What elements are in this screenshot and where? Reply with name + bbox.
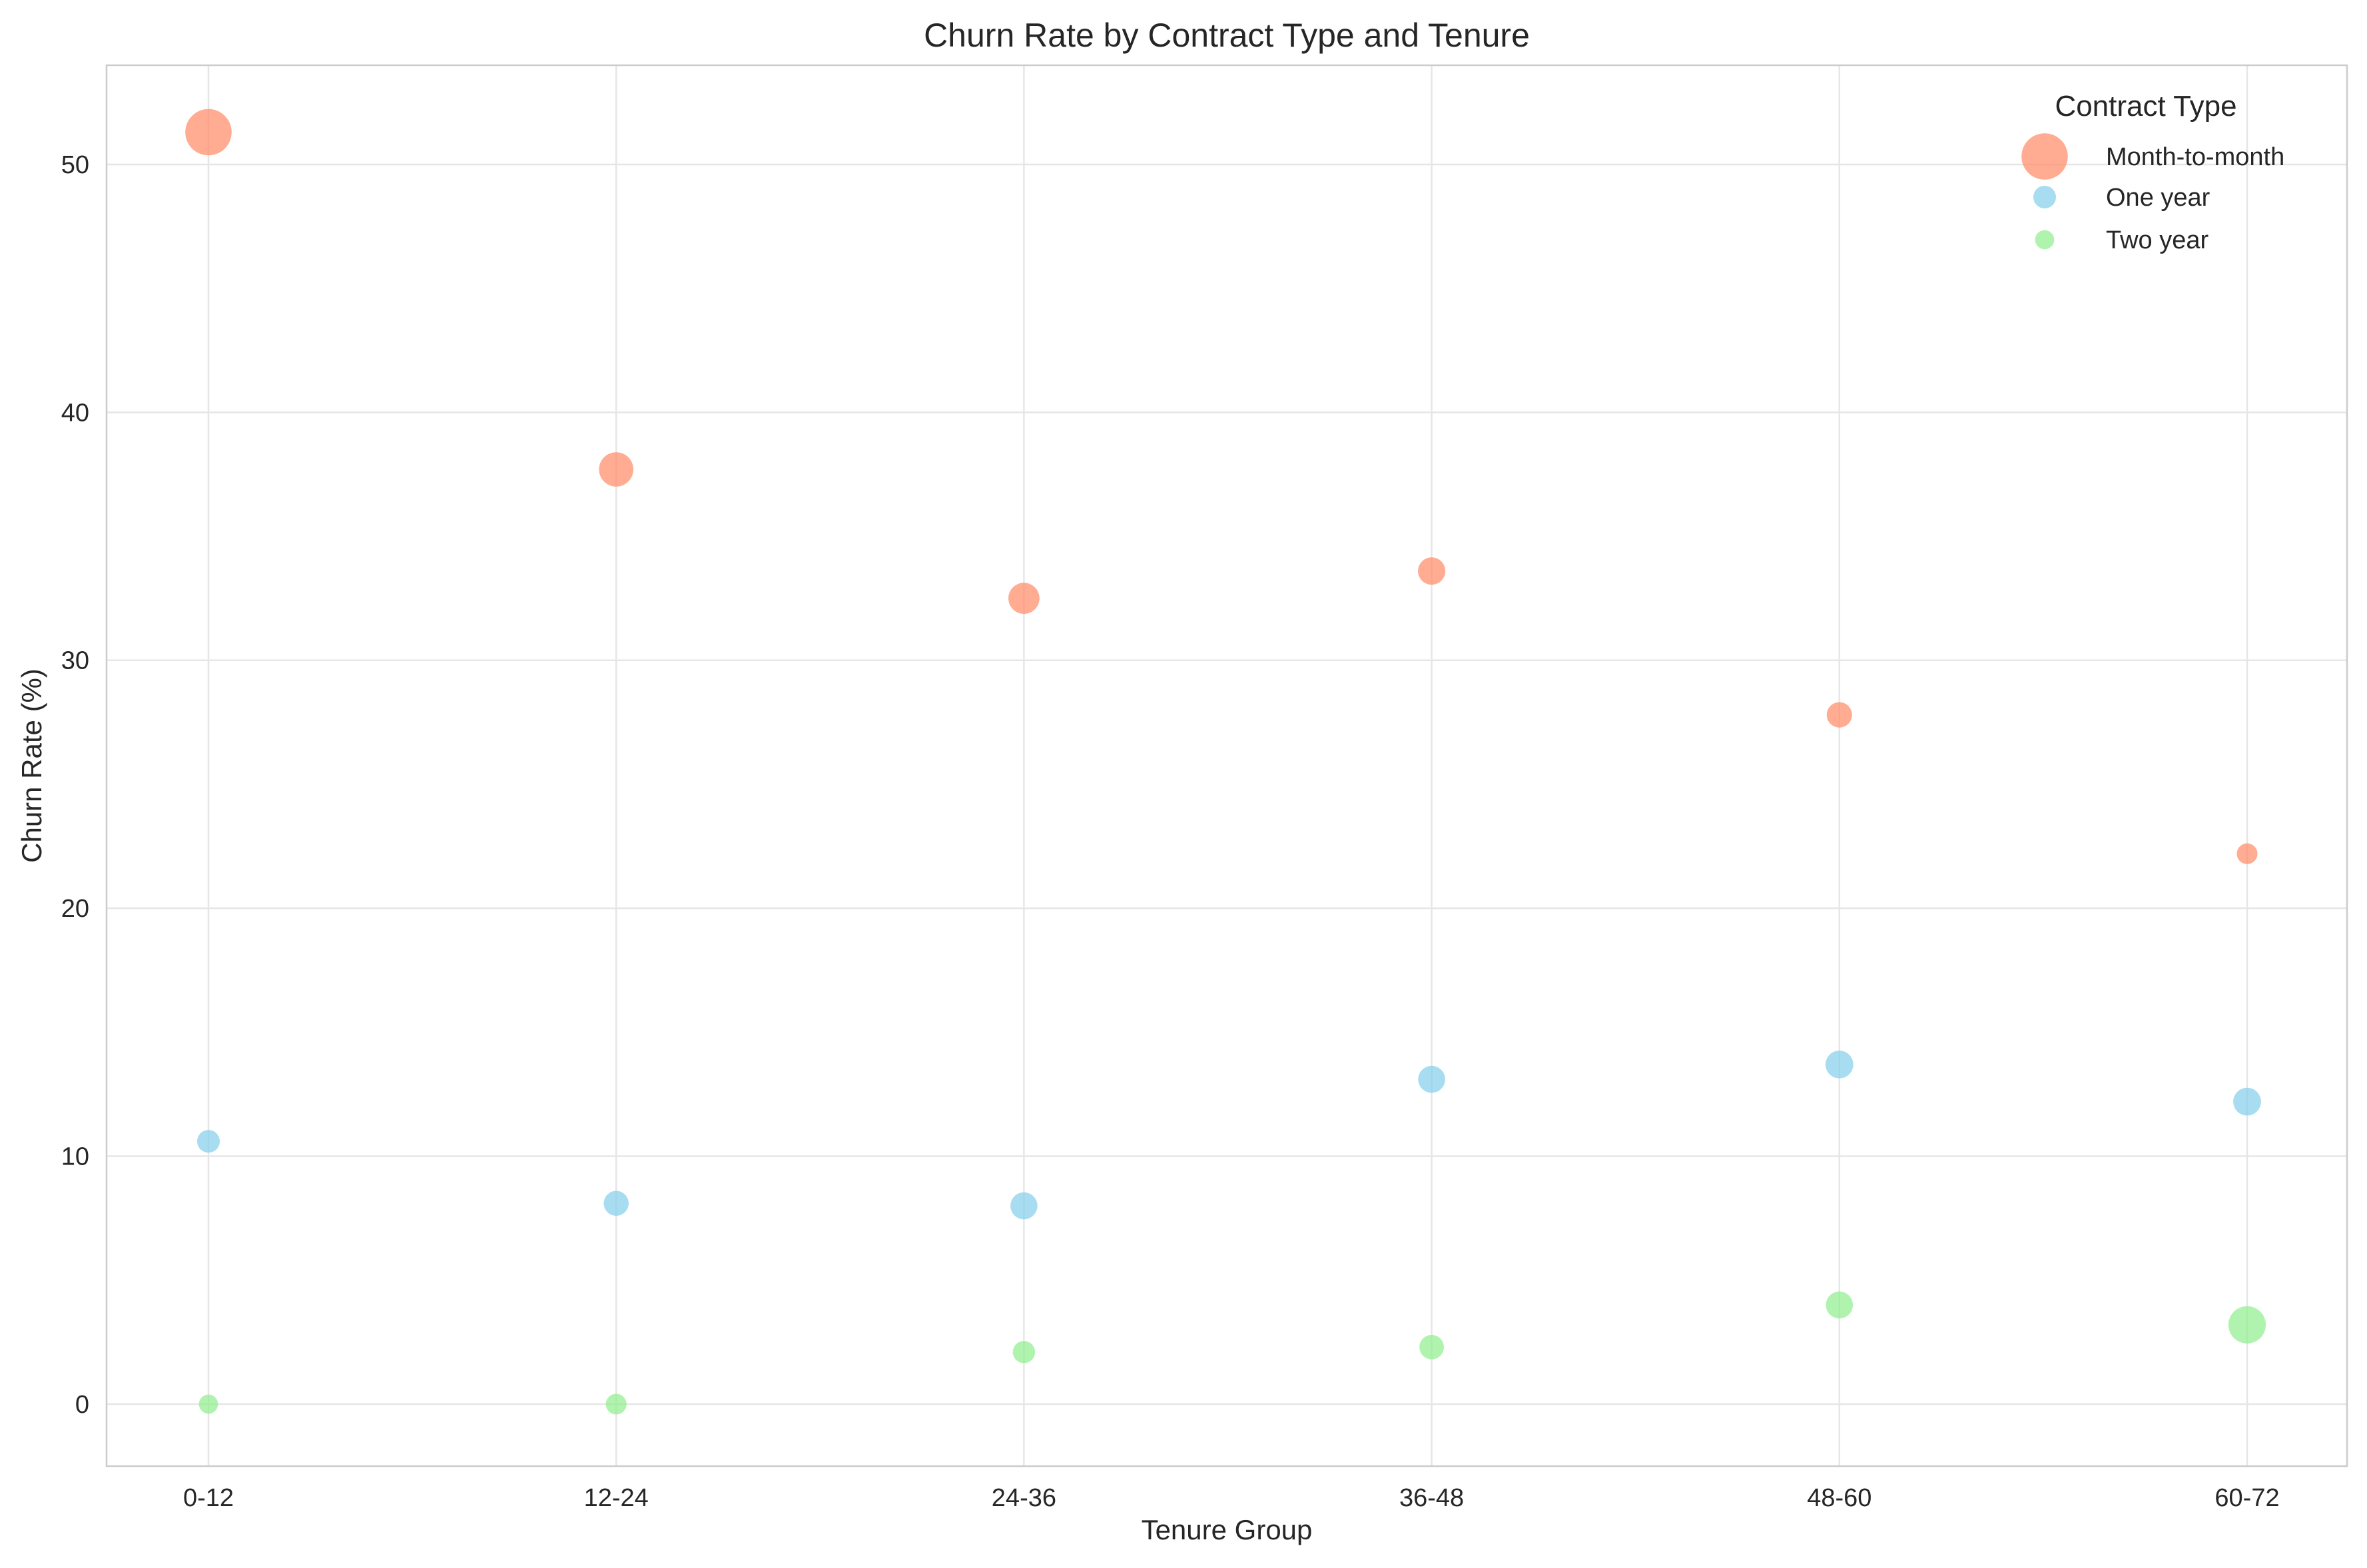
data-point: [1418, 557, 1446, 585]
x-axis-label: Tenure Group: [1142, 1514, 1313, 1545]
x-tick-label: 0-12: [183, 1484, 234, 1512]
data-point: [1010, 1192, 1038, 1220]
legend-marker: [2021, 133, 2068, 180]
tick-labels: 0 10 20 30 40 50 0-12 12-24 24-36 36-48 48-60 60-72: [61, 151, 2280, 1512]
legend-marker: [2035, 230, 2055, 250]
y-tick-label: 40: [61, 399, 89, 427]
chart-title: Churn Rate by Contract Type and Tenure: [924, 17, 1530, 54]
data-point: [1826, 1291, 1854, 1319]
legend-title: Contract Type: [2055, 90, 2236, 123]
data-point: [196, 1130, 220, 1153]
data-point: [1008, 583, 1040, 614]
legend-label: Two year: [2106, 226, 2209, 254]
legend-label: One year: [2106, 184, 2210, 212]
data-point: [2236, 843, 2258, 864]
data-point: [1418, 1065, 1445, 1093]
y-tick-label: 50: [61, 151, 89, 179]
x-tick-label: 48-60: [1807, 1484, 1871, 1512]
legend: Contract Type Month-to-month One year Two …: [2021, 90, 2284, 254]
data-point: [2228, 1306, 2266, 1344]
data-point: [1419, 1334, 1445, 1360]
data-point: [185, 109, 232, 156]
x-tick-label: 24-36: [992, 1484, 1056, 1512]
legend-label: Month-to-month: [2106, 143, 2284, 171]
plot-frame: [105, 64, 2348, 1467]
y-tick-label: 10: [61, 1143, 89, 1171]
x-tick-label: 60-72: [2214, 1484, 2279, 1512]
data-points: [185, 109, 2266, 1415]
data-point: [198, 1394, 218, 1414]
data-point: [599, 452, 633, 487]
data-point: [605, 1394, 627, 1415]
legend-marker: [2033, 185, 2057, 209]
y-axis-label: Churn Rate (%): [16, 668, 47, 863]
x-tick-label: 12-24: [584, 1484, 649, 1512]
x-tick-label: 36-48: [1399, 1484, 1464, 1512]
y-tick-label: 30: [61, 647, 89, 675]
grid: [107, 65, 2347, 1466]
data-point: [1826, 702, 1852, 728]
data-point: [1012, 1341, 1036, 1364]
data-point: [1825, 1050, 1854, 1079]
data-point: [2233, 1087, 2261, 1116]
data-point: [603, 1190, 629, 1216]
y-tick-label: 20: [61, 895, 89, 923]
y-tick-label: 0: [75, 1391, 89, 1419]
